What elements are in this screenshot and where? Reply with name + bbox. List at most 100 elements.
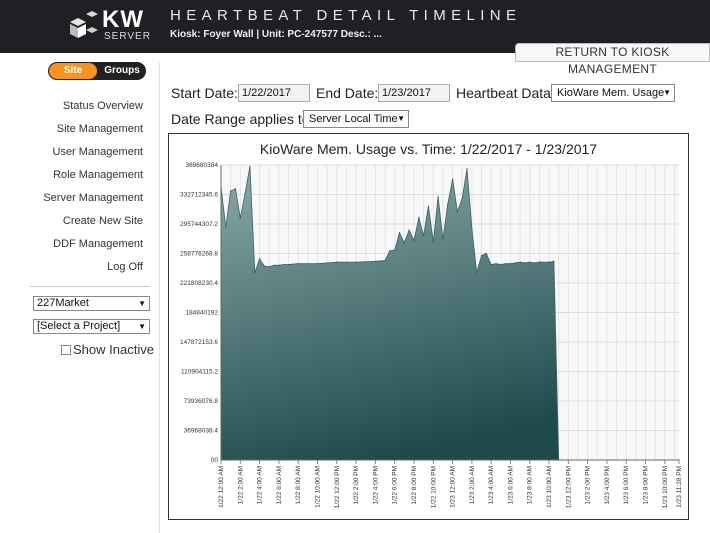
data-point: [514, 262, 516, 264]
data-point: [427, 205, 429, 207]
data-point: [466, 168, 468, 170]
data-point: [374, 260, 376, 262]
data-point: [384, 259, 386, 262]
x-tick-label: 1/22 4:00 AM: [257, 466, 264, 504]
x-tick-label: 1/23 4:00 AM: [488, 466, 495, 504]
data-point: [418, 216, 420, 218]
data-point: [316, 263, 319, 265]
y-tick-label: 73936076.8: [184, 398, 219, 405]
start-date-label: Start Date:: [171, 85, 238, 101]
x-tick-label: 1/22 10:00 PM: [430, 466, 437, 508]
x-tick-label: 1/23 11:28 PM: [676, 466, 683, 508]
data-point: [234, 188, 237, 190]
x-tick-label: 1/23 12:00 PM: [565, 466, 572, 508]
x-tick-label: 1/23 8:00 AM: [527, 466, 534, 504]
end-date-input[interactable]: 1/23/2017: [378, 84, 450, 102]
dropdown-arrow-icon: ▼: [138, 299, 146, 308]
logo-text: KW: [102, 6, 144, 33]
site-groups-toggle: Site Groups: [48, 62, 146, 80]
y-tick-label: 184840192: [185, 310, 218, 317]
data-point: [432, 241, 434, 243]
data-point: [524, 262, 526, 264]
market-select-value: 227Market: [37, 297, 89, 309]
dropdown-arrow-icon: ▼: [663, 88, 671, 97]
data-point: [230, 190, 232, 192]
y-tick-label: 110904115.2: [181, 369, 218, 376]
data-point: [287, 263, 290, 266]
market-select[interactable]: 227Market ▼: [33, 296, 150, 311]
show-inactive-option: Show Inactive: [61, 342, 154, 357]
nav-server-management[interactable]: Server Management: [43, 192, 143, 204]
heartbeat-data-value: KioWare Mem. Usage: [557, 87, 665, 99]
data-point: [437, 196, 439, 198]
x-tick-label: 1/23 2:00 PM: [585, 466, 592, 505]
data-point: [519, 261, 521, 263]
y-tick-label: 369680384: [185, 162, 218, 169]
chart-title: KioWare Mem. Usage vs. Time: 1/22/2017 -…: [259, 141, 598, 157]
project-select[interactable]: [Select a Project] ▼: [33, 319, 150, 334]
nav-user-management[interactable]: User Management: [52, 146, 144, 158]
y-tick-label: 221808230.4: [180, 280, 218, 287]
data-point: [500, 263, 502, 266]
nav-site-management[interactable]: Site Management: [56, 123, 143, 135]
x-tick-label: 1/22 2:00 PM: [353, 466, 360, 505]
data-point: [509, 263, 511, 265]
data-point: [254, 271, 256, 274]
data-point: [283, 263, 285, 266]
data-point: [461, 197, 463, 199]
sidebar-nav: Status Overview Site Management User Man…: [3, 99, 143, 283]
data-point: [278, 264, 280, 266]
data-point: [239, 217, 241, 219]
app-header: KW SERVER HEARTBEAT DETAIL TIMELINE Kios…: [0, 0, 710, 53]
toggle-groups-button[interactable]: Groups: [104, 65, 140, 76]
show-inactive-checkbox[interactable]: [61, 345, 71, 355]
x-tick-label: 1/22 2:00 AM: [237, 466, 244, 504]
data-point: [480, 255, 483, 257]
data-point: [538, 261, 540, 263]
x-tick-label: 1/22 6:00 AM: [276, 466, 283, 504]
start-date-input[interactable]: 1/22/2017: [238, 84, 310, 102]
date-range-value: Server Local Time: [309, 113, 398, 125]
kiosk-info: Kiosk: Foyer Wall | Unit: PC-247577 Desc…: [170, 29, 382, 40]
y-tick-label: 00: [211, 457, 219, 464]
x-tick-label: 1/23 2:00 AM: [469, 466, 476, 504]
data-point: [336, 261, 338, 263]
return-to-kiosk-management-button[interactable]: RETURN TO KIOSK MANAGEMENT: [515, 43, 710, 76]
data-point: [268, 266, 270, 268]
data-point: [355, 261, 357, 263]
data-point: [403, 242, 405, 244]
data-point: [529, 261, 531, 263]
nav-ddf-management[interactable]: DDF Management: [53, 238, 143, 250]
data-point: [263, 265, 265, 267]
logo-subtext: SERVER: [104, 31, 151, 42]
project-select-value: [Select a Project]: [37, 320, 121, 332]
data-point: [505, 263, 507, 265]
nav-status-overview[interactable]: Status Overview: [62, 100, 143, 112]
data-point: [225, 226, 227, 228]
x-tick-label: 1/22 8:00 PM: [411, 466, 418, 505]
x-tick-label: 1/23 6:00 PM: [623, 466, 630, 505]
show-inactive-label: Show Inactive: [73, 342, 154, 357]
data-point: [408, 229, 410, 231]
heartbeat-data-select[interactable]: KioWare Mem. Usage ▼: [551, 84, 675, 102]
data-point: [534, 262, 536, 264]
data-point: [259, 258, 261, 260]
date-range-select[interactable]: Server Local Time ▼: [303, 110, 409, 128]
page-title: HEARTBEAT DETAIL TIMELINE: [170, 7, 522, 24]
x-tick-label: 1/23 10:00 AM: [546, 466, 553, 508]
nav-role-management[interactable]: Role Management: [53, 169, 143, 181]
data-point: [273, 264, 275, 266]
nav-log-off[interactable]: Log Off: [107, 261, 143, 273]
data-point: [297, 263, 299, 265]
dropdown-arrow-icon: ▼: [397, 114, 405, 123]
toggle-site-button[interactable]: Site: [49, 63, 97, 79]
data-point: [452, 178, 454, 180]
y-tick-label: 258776268.8: [180, 251, 218, 258]
data-point: [490, 263, 492, 266]
dropdown-arrow-icon: ▼: [138, 322, 146, 331]
nav-create-new-site[interactable]: Create New Site: [62, 215, 143, 227]
end-date-label: End Date:: [316, 85, 379, 101]
x-tick-label: 1/22 4:00 PM: [372, 466, 379, 505]
y-tick-label: 295744307.2: [180, 221, 218, 228]
y-tick-label: 36968038.4: [184, 428, 219, 435]
